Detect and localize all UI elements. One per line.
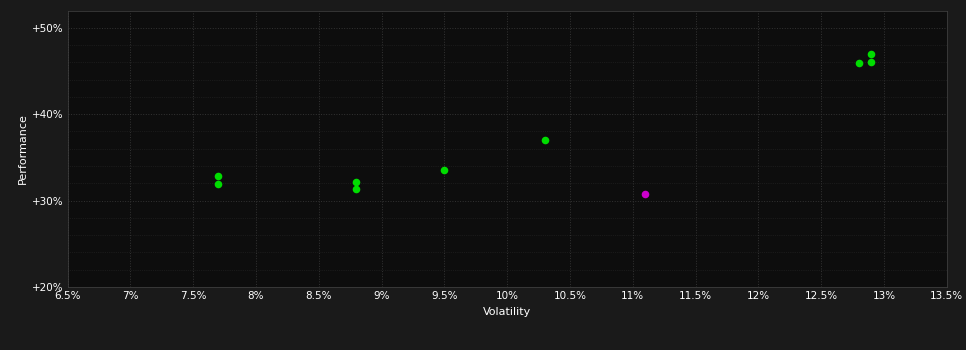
Point [349, 179, 364, 184]
Point [211, 173, 226, 178]
Y-axis label: Performance: Performance [17, 113, 28, 184]
Point [211, 181, 226, 187]
X-axis label: Volatility: Volatility [483, 307, 531, 317]
Point [864, 51, 879, 56]
Point [864, 60, 879, 65]
Point [437, 168, 452, 173]
Point [537, 137, 553, 143]
Point [638, 191, 653, 196]
Point [851, 61, 867, 66]
Point [349, 187, 364, 192]
